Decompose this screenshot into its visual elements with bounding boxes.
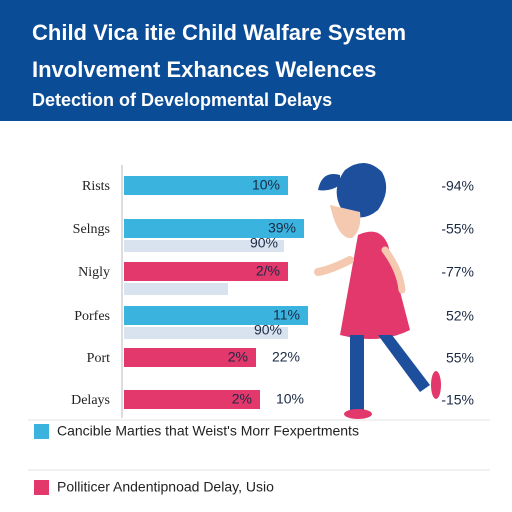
bar-label: 10% bbox=[252, 177, 280, 193]
category-label: Port bbox=[87, 351, 110, 366]
category-label: Delays bbox=[71, 393, 110, 408]
bar bbox=[124, 262, 288, 281]
bar-label: 2% bbox=[228, 349, 248, 365]
category-label: Rists bbox=[82, 179, 110, 194]
legend-swatch bbox=[34, 480, 49, 495]
side-label: 55% bbox=[446, 350, 474, 366]
bar bbox=[124, 219, 304, 238]
side-label: -94% bbox=[441, 178, 474, 194]
bar-label: 90% bbox=[250, 235, 278, 251]
girl-illustration bbox=[314, 162, 441, 419]
bar bbox=[124, 283, 228, 295]
bar bbox=[124, 327, 288, 339]
bar bbox=[124, 240, 284, 252]
side-label: 52% bbox=[446, 308, 474, 324]
category-label: Selngs bbox=[73, 222, 110, 237]
bar-label: 39% bbox=[268, 220, 296, 236]
bar bbox=[124, 176, 288, 195]
side-label: -55% bbox=[441, 221, 474, 237]
chart-subtitle: Detection of Developmental Delays bbox=[32, 90, 332, 110]
category-label: Porfes bbox=[74, 309, 110, 324]
header-band bbox=[0, 0, 512, 121]
legend-label: Polliticer Andentipnoad Delay, Usio bbox=[57, 479, 274, 495]
bar-label: 2/% bbox=[256, 263, 280, 279]
chart-title: Child Vica itie Child Walfare System bbox=[32, 20, 406, 45]
bar-label: 90% bbox=[254, 322, 282, 338]
chart-subtitle: Involvement Exhances Welences bbox=[32, 57, 376, 82]
bar bbox=[124, 306, 308, 325]
bar-label: 11% bbox=[273, 307, 300, 323]
bar-label: 10% bbox=[276, 391, 304, 407]
legend-label: Cancible Marties that Weist's Morr Fexpe… bbox=[57, 423, 359, 439]
bar-label: 2% bbox=[232, 391, 252, 407]
bar bbox=[124, 390, 260, 409]
bar-label: 22% bbox=[272, 349, 300, 365]
side-label: -15% bbox=[441, 392, 474, 408]
side-label: -77% bbox=[441, 264, 474, 280]
legend-swatch bbox=[34, 424, 49, 439]
bar bbox=[124, 348, 256, 367]
category-label: Nigly bbox=[78, 265, 110, 280]
